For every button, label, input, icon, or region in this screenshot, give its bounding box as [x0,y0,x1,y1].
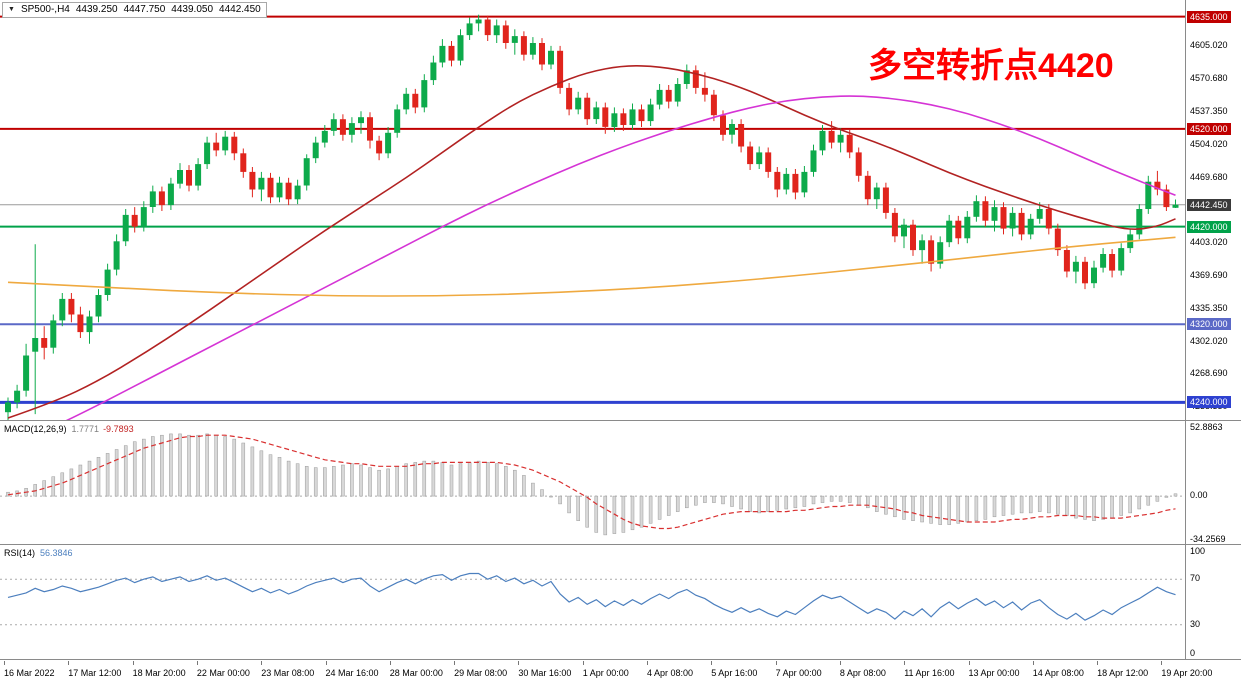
time-label: 18 Mar 20:00 [132,668,186,678]
current-price-badge: 4442.450 [1187,198,1231,211]
macd-signal-line [7,434,1176,530]
time-tick [711,661,713,665]
candlesticks [5,14,1179,420]
time-tick [261,661,263,665]
macd-title: MACD(12,26,9) [4,424,67,434]
rsi-panel[interactable] [0,545,1185,659]
price-tick-label: 4570.680 [1190,73,1228,84]
time-tick [389,661,391,665]
annotation-text: 多空转折点4420 [868,47,1114,85]
high-value: 4447.750 [123,4,166,15]
macd-tick-label: 52.8863 [1190,422,1223,432]
time-tick [968,661,970,665]
panel-splitter-rsi[interactable] [0,544,1241,545]
price-tick-label: 4268.690 [1190,368,1228,379]
time-axis-separator [0,659,1241,660]
time-label: 11 Apr 16:00 [904,668,955,678]
price-chart[interactable] [0,0,1185,420]
time-label: 22 Mar 00:00 [196,668,250,678]
time-tick [839,661,841,665]
macd-tick-label: -34.2569 [1190,534,1226,545]
macd-panel[interactable] [0,421,1185,544]
time-label: 7 Apr 00:00 [775,668,822,678]
price-tick-label: 4469.680 [1190,172,1228,183]
rsi-indicator-label: RSI(14) 56.3846 [4,548,73,558]
time-tick [518,661,520,665]
price-level-badge: 4520.000 [1187,122,1231,135]
time-label: 28 Mar 00:00 [389,668,443,678]
time-label: 23 Mar 08:00 [261,668,315,678]
rsi-line [7,572,1176,621]
time-label: 14 Apr 08:00 [1032,668,1084,678]
time-label: 17 Mar 12:00 [68,668,122,678]
time-tick [1097,661,1099,665]
time-tick [647,661,648,665]
time-tick [454,661,456,665]
time-tick [325,661,327,665]
time-label: 24 Mar 16:00 [325,668,379,678]
rsi-tick-label: 30 [1190,618,1201,629]
ma-mid-magenta-line [65,95,1176,420]
symbol-name: SP500-,H4 [20,4,70,15]
price-tick-label: 4537.350 [1190,105,1228,116]
time-label: 13 Apr 00:00 [968,668,1020,678]
rsi-value: 56.3846 [40,548,73,558]
price-tick-label: 4504.020 [1190,138,1228,149]
time-label: 16 Mar 2022 [4,668,55,678]
price-level-badge: 4635.000 [1187,10,1231,23]
time-tick [4,661,5,665]
macd-tick-label: 0.00 [1190,490,1208,501]
rsi-tick-label: 100 [1190,546,1206,556]
chart-symbol-ohlc-label[interactable]: ▼ SP500-,H4 4439.250 4447.750 4439.050 4… [2,2,267,18]
time-label: 8 Apr 08:00 [839,668,886,678]
price-tick-label: 4302.020 [1190,335,1228,346]
time-tick [68,661,70,665]
chevron-down-icon: ▼ [8,6,15,13]
time-tick [132,661,134,665]
ma-slow-orange-line [7,236,1176,297]
price-tick-label: 4403.020 [1190,237,1228,248]
price-axis-separator [1185,0,1186,660]
rsi-tick-label: 0 [1190,648,1196,658]
price-tick-label: 4605.020 [1190,39,1228,50]
time-label: 29 Mar 08:00 [454,668,508,678]
rsi-title: RSI(14) [4,548,36,558]
ma-fast-red-line [7,65,1176,419]
time-label: 4 Apr 08:00 [647,668,694,678]
panel-splitter-macd[interactable] [0,420,1241,421]
price-tick-label: 4335.350 [1190,303,1228,314]
macd-indicator-label: MACD(12,26,9) 1.7771 -9.7893 [4,424,134,434]
macd-histogram [6,433,1178,536]
time-tick [904,661,906,665]
price-level-badge: 4320.000 [1187,318,1231,331]
price-tick-label: 4369.690 [1190,269,1228,280]
low-value: 4439.050 [171,4,214,15]
macd-main-value: 1.7771 [71,424,100,434]
price-level-badge: 4240.000 [1187,396,1231,409]
time-label: 19 Apr 20:00 [1161,668,1213,678]
macd-signal-value: -9.7893 [103,424,134,434]
open-value: 4439.250 [75,4,118,15]
price-level-badge: 4420.000 [1187,220,1231,233]
close-value: 4442.450 [219,4,261,15]
time-tick [582,661,584,665]
time-label: 30 Mar 16:00 [518,668,572,678]
time-tick [1161,661,1163,665]
time-label: 5 Apr 16:00 [711,668,758,678]
time-label: 18 Apr 12:00 [1097,668,1149,678]
time-label: 1 Apr 00:00 [582,668,629,678]
time-tick [775,661,777,665]
time-tick [196,661,198,665]
rsi-tick-label: 70 [1190,573,1201,584]
time-tick [1032,661,1034,665]
